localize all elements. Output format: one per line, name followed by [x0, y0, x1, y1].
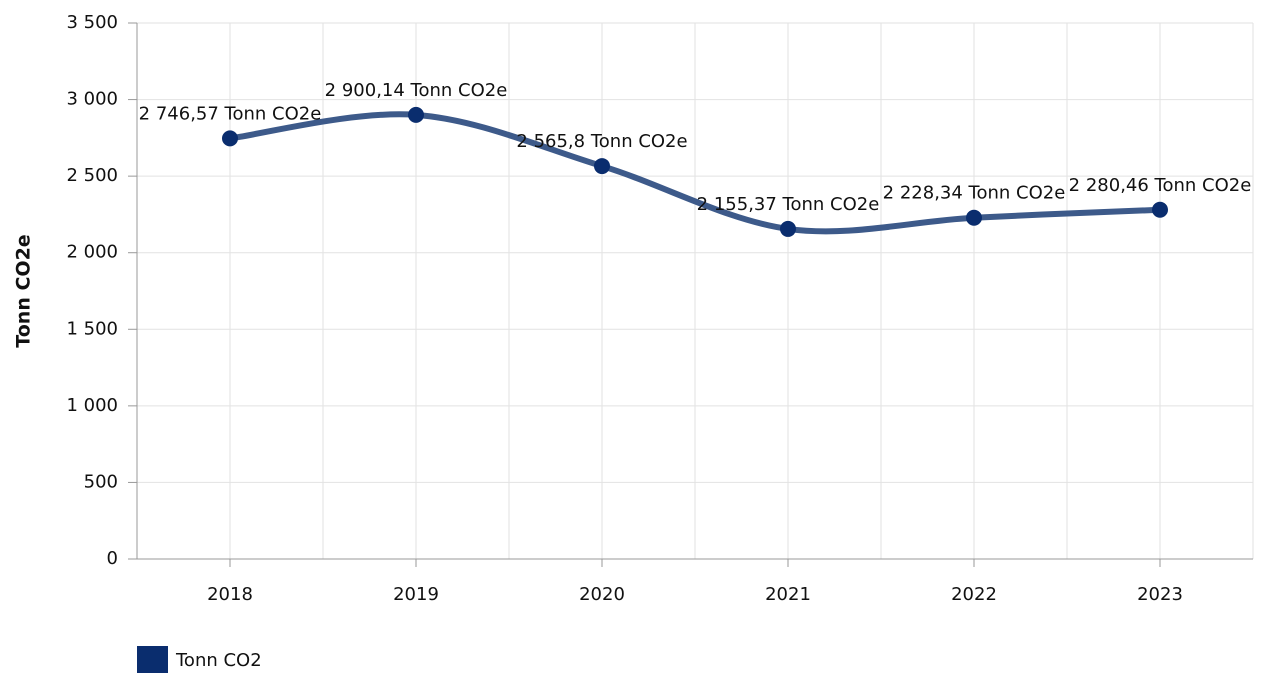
data-label: 2 565,8 Tonn CO2e [516, 131, 687, 152]
y-tick-label: 2 500 [66, 165, 118, 186]
point-marker [408, 106, 424, 123]
data-label: 2 900,14 Tonn CO2e [325, 80, 508, 101]
x-tick-label: 2020 [579, 584, 625, 605]
point-marker [594, 158, 610, 175]
x-tick-label: 2021 [765, 584, 811, 605]
y-tick-label: 0 [107, 548, 118, 569]
point-marker [222, 130, 238, 147]
y-tick-label: 2 000 [66, 242, 118, 263]
x-tick-label: 2018 [207, 584, 253, 605]
y-tick-label: 500 [84, 471, 118, 492]
series-line [227, 111, 1163, 235]
legend-swatch [137, 646, 168, 673]
x-tick-label: 2023 [1137, 584, 1183, 605]
x-tick-label: 2022 [951, 584, 997, 605]
data-label: 2 228,34 Tonn CO2e [883, 183, 1066, 204]
y-tick-label: 3 000 [66, 89, 118, 110]
point-marker [966, 209, 982, 226]
data-label: 2 280,46 Tonn CO2e [1069, 175, 1252, 196]
x-tick-label: 2019 [393, 584, 439, 605]
point-marker [1152, 201, 1168, 218]
point-marker [780, 220, 796, 237]
y-tick-label: 3 500 [66, 12, 118, 33]
data-label: 2 746,57 Tonn CO2e [139, 103, 322, 124]
y-axis-label: Tonn CO2e [13, 234, 35, 347]
y-tick-label: 1 500 [66, 318, 118, 339]
data-label: 2 155,37 Tonn CO2e [697, 194, 880, 215]
y-tick-label: 1 000 [66, 395, 118, 416]
legend-label: Tonn CO2 [175, 650, 262, 671]
